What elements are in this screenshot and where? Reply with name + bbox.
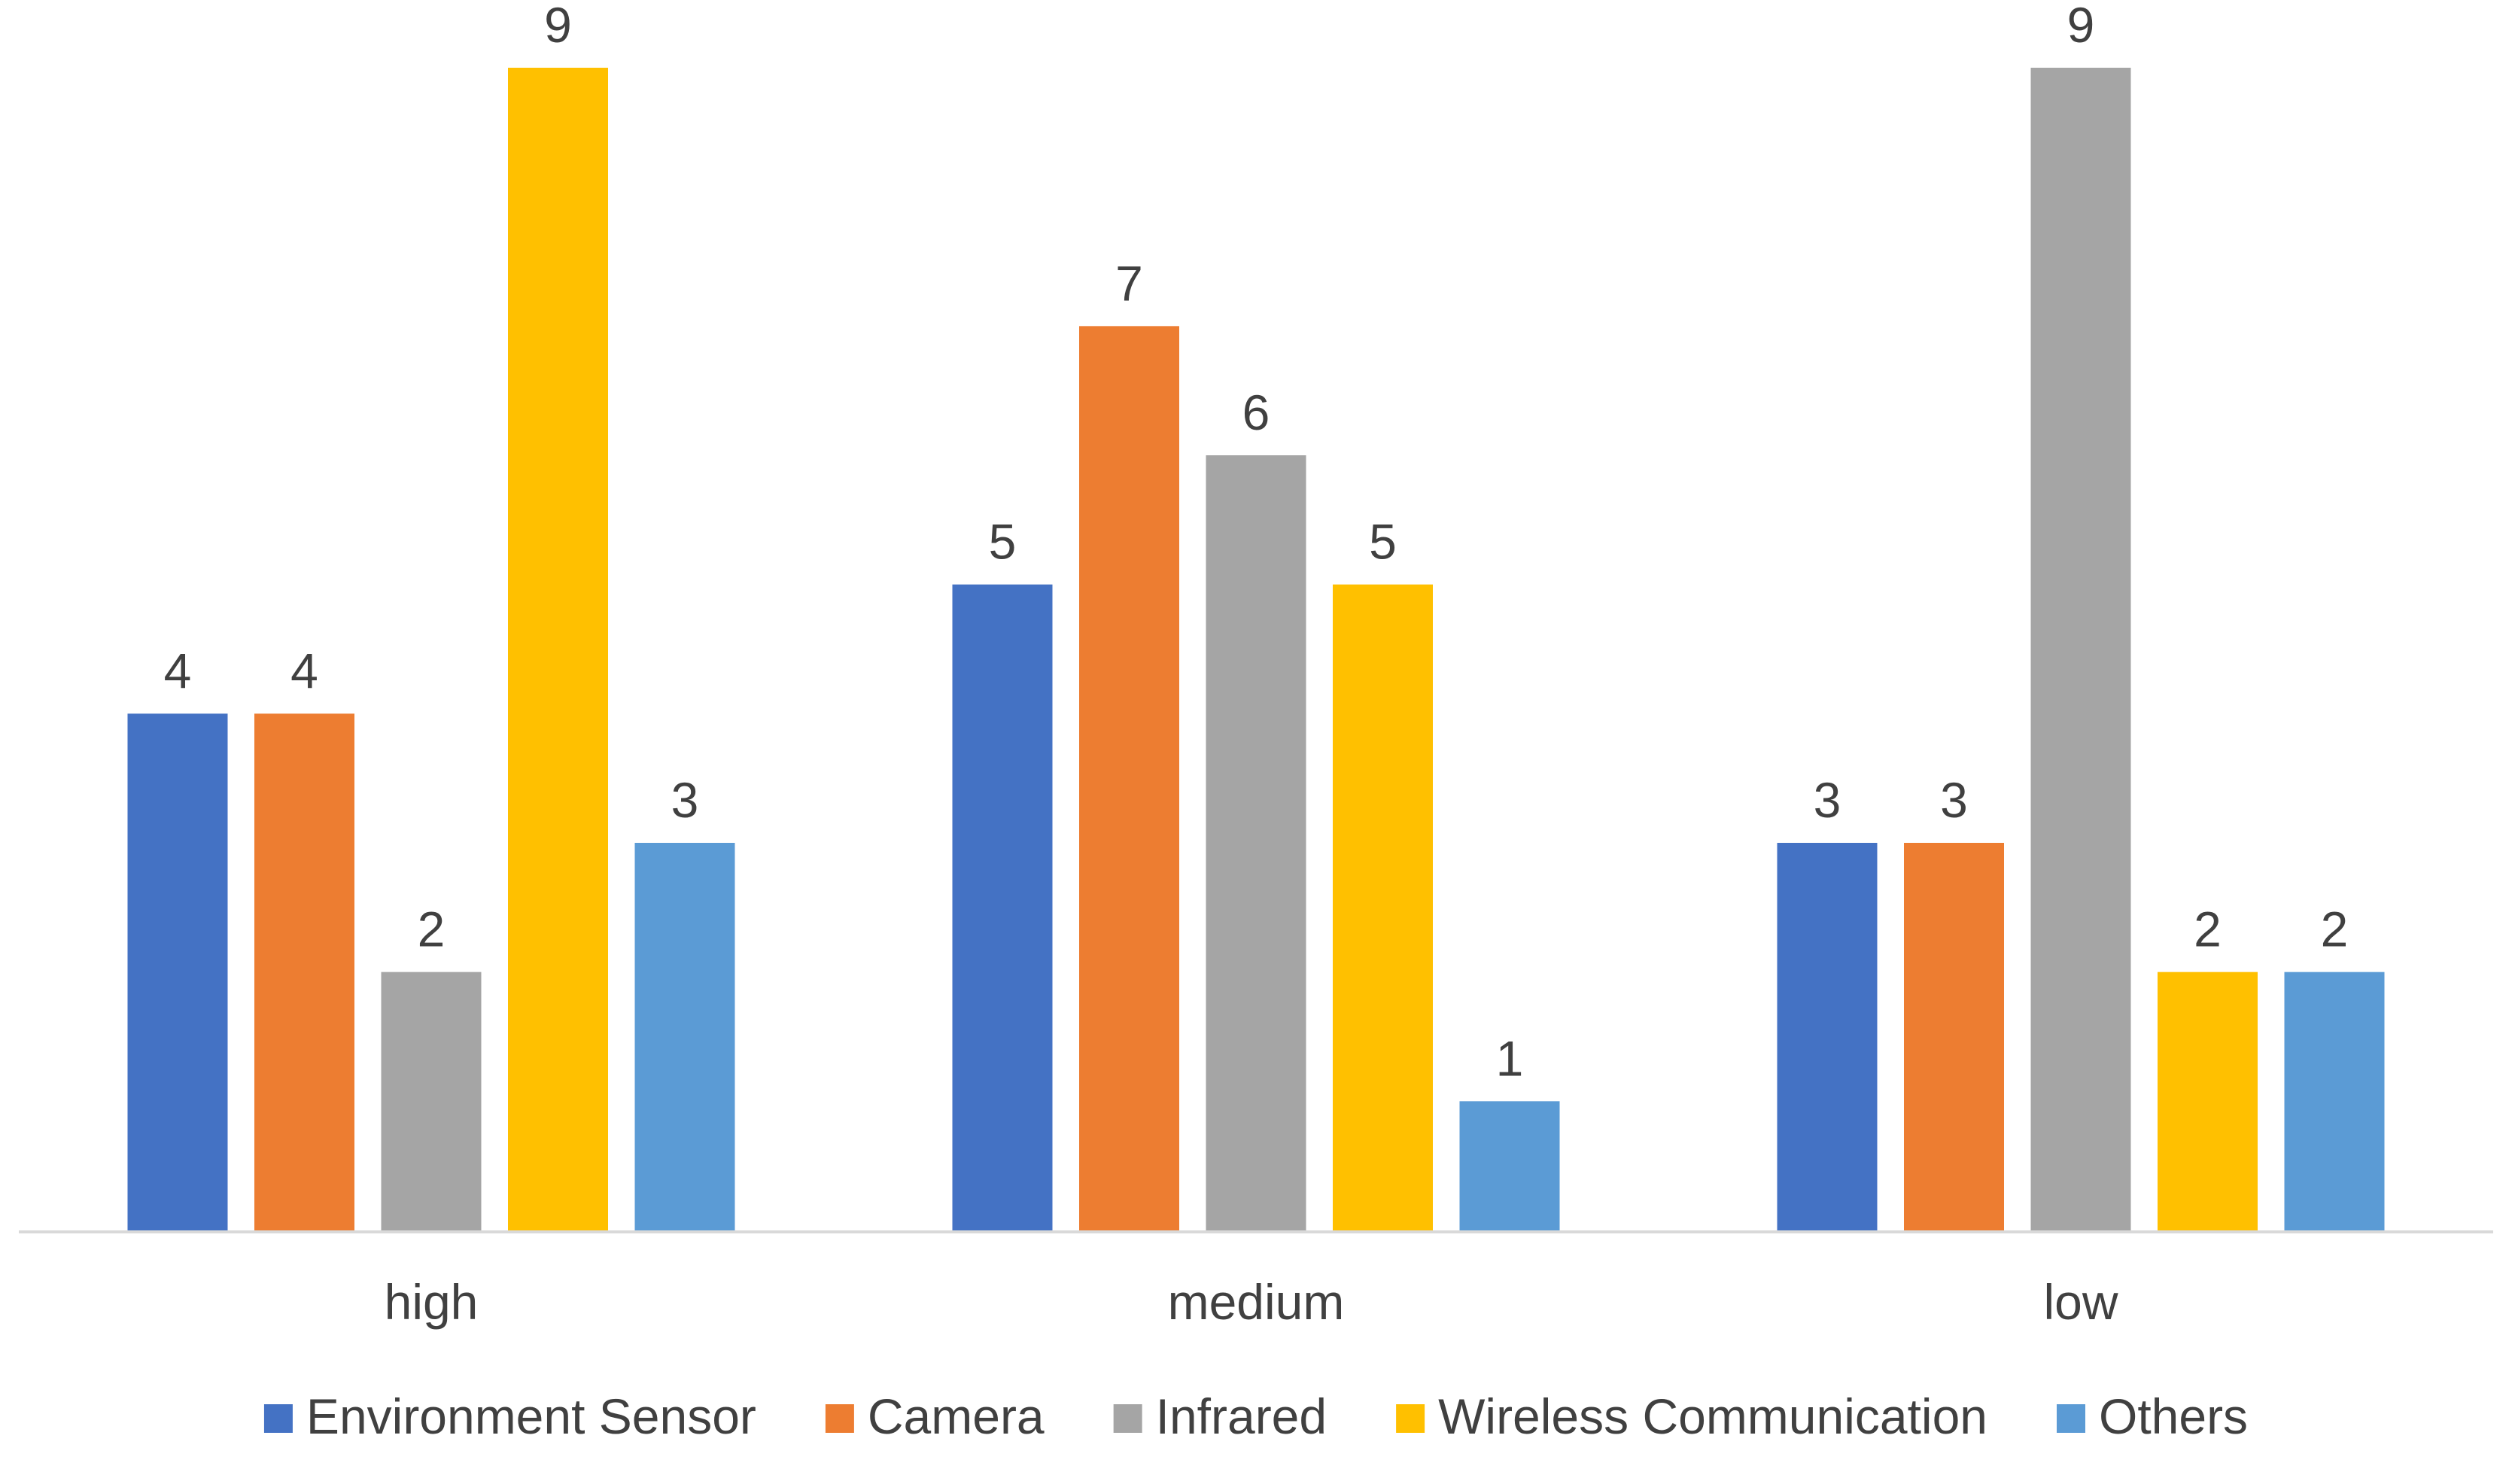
legend-label-others: Others (2099, 1388, 2248, 1444)
bar-high-wireless-communication (508, 68, 608, 1230)
data-label-medium-wireless-communication: 5 (1369, 514, 1397, 570)
x-tick-label-low: low (2043, 1274, 2118, 1330)
bar-low-environment-sensor (1777, 843, 1878, 1230)
legend-swatch-wireless-communication (1396, 1404, 1425, 1433)
bar-low-wireless-communication (2158, 972, 2258, 1230)
legend: Environment Sensor Camera Infrared Wireless… (263, 1388, 2248, 1444)
bar-high-environment-sensor (127, 713, 228, 1230)
data-label-high-wireless-communication: 9 (544, 0, 572, 53)
data-label-high-environment-sensor: 4 (164, 643, 192, 698)
x-axis: high medium low (19, 1230, 2493, 1330)
data-label-medium-infrared: 6 (1242, 385, 1270, 440)
bar-medium-infrared (1206, 455, 1306, 1230)
legend-item-environment-sensor: Environment Sensor (263, 1388, 756, 1444)
data-label-low-environment-sensor: 3 (1814, 772, 1841, 828)
data-label-low-others: 2 (2321, 902, 2349, 957)
legend-label-infrared: Infrared (1156, 1388, 1327, 1444)
legend-swatch-infrared (1113, 1404, 1142, 1433)
data-label-medium-others: 1 (1496, 1030, 1524, 1086)
data-label-low-camera: 3 (1940, 772, 1968, 828)
legend-swatch-camera (825, 1404, 854, 1433)
data-label-medium-environment-sensor: 5 (989, 514, 1017, 570)
data-label-medium-camera: 7 (1115, 255, 1143, 311)
bar-high-infrared (381, 972, 482, 1230)
bar-low-camera (1904, 843, 2004, 1230)
legend-label-camera: Camera (868, 1388, 1045, 1444)
legend-item-camera: Camera (825, 1388, 1045, 1444)
bar-medium-environment-sensor (952, 584, 1053, 1230)
bar-high-camera (254, 713, 354, 1230)
legend-label-environment-sensor: Environment Sensor (306, 1388, 756, 1444)
data-label-high-others: 3 (671, 772, 699, 828)
bar-medium-others (1459, 1101, 1560, 1230)
bar-medium-camera (1079, 326, 1179, 1230)
legend-item-wireless-communication: Wireless Communication (1396, 1388, 1987, 1444)
legend-item-others: Others (2056, 1388, 2248, 1444)
data-labels: 4 4 2 9 3 5 7 6 5 1 3 3 9 2 2 (164, 0, 2349, 1086)
data-label-low-wireless-communication: 2 (2194, 902, 2222, 957)
data-label-high-camera: 4 (290, 643, 318, 698)
legend-swatch-environment-sensor (263, 1404, 293, 1433)
bars (127, 68, 2385, 1230)
legend-item-infrared: Infrared (1113, 1388, 1327, 1444)
legend-label-wireless-communication: Wireless Communication (1438, 1388, 1987, 1444)
bar-medium-wireless-communication (1333, 584, 1433, 1230)
bar-high-others (634, 843, 735, 1230)
bar-low-infrared (2030, 68, 2131, 1230)
legend-swatch-others (2056, 1404, 2085, 1433)
x-tick-label-high: high (385, 1274, 479, 1330)
bar-low-others (2284, 972, 2385, 1230)
x-tick-label-medium: medium (1168, 1274, 1345, 1330)
data-label-low-infrared: 9 (2067, 0, 2095, 53)
data-label-high-infrared: 2 (418, 902, 446, 957)
